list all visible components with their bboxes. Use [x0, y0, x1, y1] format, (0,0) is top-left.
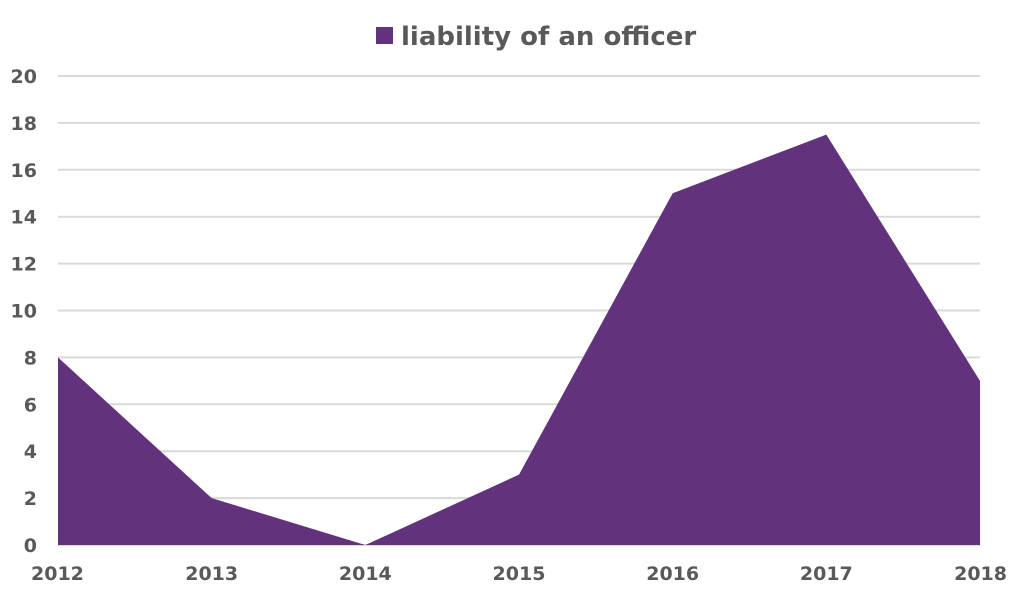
y-tick-label: 2 — [24, 488, 37, 510]
y-tick-label: 18 — [11, 113, 37, 135]
plot-area — [58, 134, 980, 545]
x-tick-label: 2014 — [339, 563, 392, 585]
x-tick-label: 2018 — [954, 563, 1007, 585]
x-axis: 2012 2013 2014 2015 2016 2017 2018 — [31, 563, 1007, 585]
y-axis: 0 2 4 6 8 10 12 14 16 18 20 — [11, 66, 37, 557]
y-tick-label: 16 — [11, 160, 37, 182]
legend: liability of an officer — [376, 22, 696, 52]
legend-swatch — [376, 27, 393, 44]
x-tick-label: 2012 — [31, 563, 84, 585]
y-tick-label: 14 — [11, 207, 37, 229]
area-series — [58, 134, 980, 545]
y-tick-label: 12 — [11, 254, 37, 276]
x-tick-label: 2013 — [185, 563, 238, 585]
x-tick-label: 2015 — [493, 563, 546, 585]
y-tick-label: 4 — [24, 441, 37, 463]
y-tick-label: 20 — [11, 66, 37, 88]
y-tick-label: 10 — [11, 301, 37, 323]
y-tick-label: 8 — [24, 347, 37, 369]
y-tick-label: 0 — [24, 535, 37, 557]
x-tick-label: 2016 — [646, 563, 699, 585]
legend-label: liability of an officer — [401, 22, 696, 52]
y-tick-label: 6 — [24, 394, 37, 416]
x-tick-label: 2017 — [800, 563, 853, 585]
